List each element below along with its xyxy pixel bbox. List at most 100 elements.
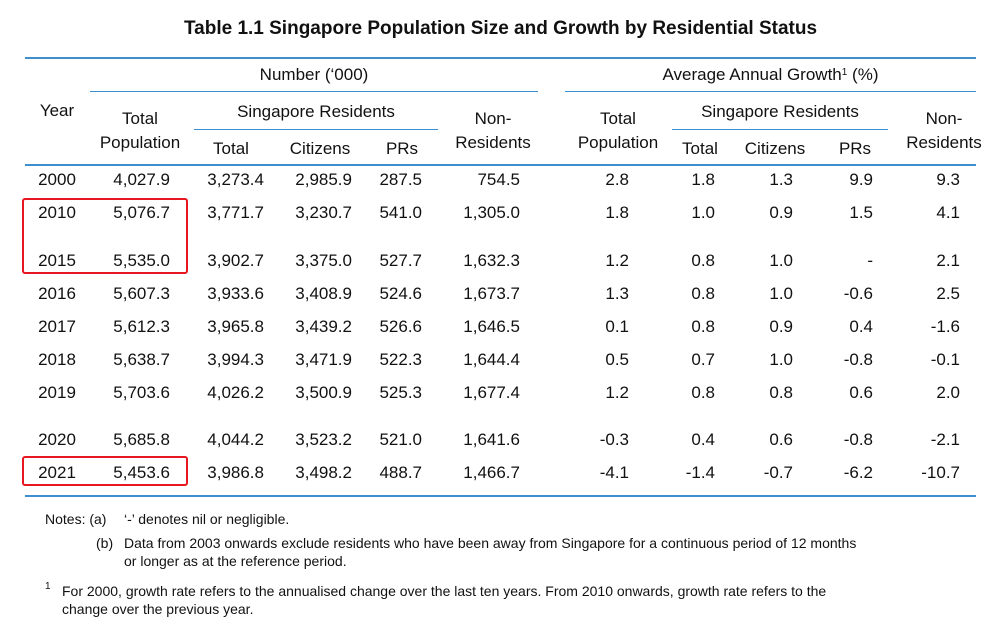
cell-total-population: 5,607.3: [113, 284, 170, 303]
cell-growth-res-total: 0.8: [691, 317, 715, 336]
cell-res-prs: 527.7: [379, 251, 422, 270]
cell-res-citizens: 3,523.2: [295, 430, 352, 449]
cell-res-citizens: 3,230.7: [295, 203, 352, 222]
header-growth-group: Average Annual Growth1 (%): [565, 65, 976, 85]
cell-year: 2021: [38, 463, 76, 482]
header-growth-total-line1: Total: [600, 109, 636, 128]
header-growth-sg-residents: Singapore Residents: [701, 102, 859, 121]
header-growth-total-line2: Population: [577, 133, 659, 152]
cell-growth-citizens: 1.0: [769, 284, 793, 303]
header-growth-nonres-line1: Non-: [925, 109, 963, 128]
cell-total-population: 5,076.7: [113, 203, 170, 222]
cell-res-prs: 541.0: [379, 203, 422, 222]
cell-res-citizens: 3,375.0: [295, 251, 352, 270]
cell-res-citizens: 3,471.9: [295, 350, 352, 369]
note-b-prefix: (b): [96, 535, 114, 551]
cell-growth-citizens: 1.0: [769, 350, 793, 369]
cell-res-citizens: 2,985.9: [295, 170, 352, 189]
cell-res-total: 4,026.2: [207, 383, 264, 402]
cell-non-residents: 1,632.3: [463, 251, 520, 270]
cell-growth-prs: -: [867, 251, 873, 270]
cell-year: 2000: [38, 170, 76, 189]
footnote-mark: 1: [45, 581, 51, 592]
cell-total-population: 4,027.9: [113, 170, 170, 189]
cell-year: 2010: [38, 203, 76, 222]
cell-res-total: 3,771.7: [207, 203, 264, 222]
cell-total-population: 5,535.0: [113, 251, 170, 270]
cell-res-total: 3,902.7: [207, 251, 264, 270]
header-total-pop-line1: Total: [122, 109, 158, 128]
cell-non-residents: 1,305.0: [463, 203, 520, 222]
cell-growth-total: 1.2: [605, 383, 629, 402]
header-growth-unit: (%): [852, 65, 879, 84]
cell-res-total: 3,933.6: [207, 284, 264, 303]
header-total-pop-line2: Population: [99, 133, 181, 152]
note-a-text: ‘-’ denotes nil or negligible.: [124, 511, 290, 527]
cell-growth-citizens: -0.7: [763, 463, 793, 482]
cell-growth-prs: 0.6: [849, 383, 873, 402]
cell-res-prs: 526.6: [379, 317, 422, 336]
header-growth-footnote-mark: 1: [841, 67, 848, 78]
cell-growth-total: 2.8: [605, 170, 629, 189]
header-number-group: Number (‘000): [259, 65, 369, 84]
footnote-line1: For 2000, growth rate refers to the annu…: [62, 583, 827, 599]
header-nonres-line1: Non-: [474, 109, 512, 128]
cell-growth-total: 0.5: [605, 350, 629, 369]
cell-growth-total: 1.2: [605, 251, 629, 270]
cell-growth-non-res: -2.1: [930, 430, 960, 449]
growth-sg-residents-rule: [672, 129, 888, 130]
cell-res-prs: 522.3: [379, 350, 422, 369]
footnote-line2: change over the previous year.: [62, 601, 254, 617]
cell-res-prs: 521.0: [379, 430, 422, 449]
cell-growth-citizens: 1.3: [769, 170, 793, 189]
note-a-prefix: Notes: (a): [45, 511, 107, 527]
cell-growth-citizens: 0.9: [769, 317, 793, 336]
cell-year: 2020: [38, 430, 76, 449]
cell-growth-non-res: 2.5: [936, 284, 960, 303]
cell-growth-total: -4.1: [599, 463, 629, 482]
cell-res-total: 3,986.8: [207, 463, 264, 482]
cell-growth-total: -0.3: [599, 430, 629, 449]
cell-growth-prs: 0.4: [849, 317, 873, 336]
cell-res-total: 4,044.2: [207, 430, 264, 449]
cell-growth-prs: -0.8: [843, 350, 873, 369]
header-growth-res-total: Total: [682, 139, 718, 158]
header-growth-label: Average Annual Growth: [662, 65, 842, 84]
cell-res-citizens: 3,439.2: [295, 317, 352, 336]
cell-non-residents: 1,677.4: [463, 383, 520, 402]
cell-year: 2019: [38, 383, 76, 402]
cell-growth-non-res: 2.1: [936, 251, 960, 270]
cell-growth-non-res: 4.1: [936, 203, 960, 222]
cell-res-prs: 524.6: [379, 284, 422, 303]
cell-res-prs: 525.3: [379, 383, 422, 402]
cell-non-residents: 754.5: [477, 170, 520, 189]
header-res-total: Total: [213, 139, 249, 158]
cell-growth-citizens: 0.6: [769, 430, 793, 449]
cell-growth-res-total: 1.8: [691, 170, 715, 189]
cell-growth-prs: -0.6: [843, 284, 873, 303]
cell-growth-res-total: 0.8: [691, 251, 715, 270]
header-year: Year: [39, 101, 75, 120]
header-nonres-line2: Residents: [455, 133, 531, 152]
note-b-line1: Data from 2003 onwards exclude residents…: [124, 535, 857, 551]
cell-year: 2016: [38, 284, 76, 303]
header-growth-res-citizens: Citizens: [744, 139, 806, 158]
highlight-box-2021: [22, 456, 188, 486]
cell-non-residents: 1,466.7: [463, 463, 520, 482]
cell-res-prs: 287.5: [379, 170, 422, 189]
cell-growth-res-total: 0.4: [691, 430, 715, 449]
cell-growth-res-total: 0.8: [691, 383, 715, 402]
highlight-box-2010-2015: [22, 198, 188, 274]
header-sg-residents: Singapore Residents: [237, 102, 395, 121]
cell-growth-total: 1.3: [605, 284, 629, 303]
cell-total-population: 5,685.8: [113, 430, 170, 449]
cell-growth-res-total: 0.8: [691, 284, 715, 303]
cell-growth-total: 0.1: [605, 317, 629, 336]
cell-year: 2017: [38, 317, 76, 336]
cell-growth-non-res: -1.6: [930, 317, 960, 336]
cell-growth-non-res: 9.3: [936, 170, 960, 189]
cell-growth-non-res: -10.7: [921, 463, 960, 482]
cell-res-total: 3,273.4: [207, 170, 264, 189]
header-res-prs: PRs: [385, 139, 419, 158]
cell-total-population: 5,638.7: [113, 350, 170, 369]
